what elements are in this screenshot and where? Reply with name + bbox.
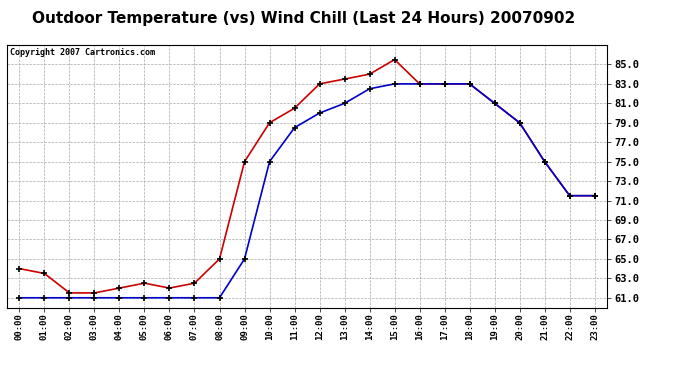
Text: Outdoor Temperature (vs) Wind Chill (Last 24 Hours) 20070902: Outdoor Temperature (vs) Wind Chill (Las…: [32, 11, 575, 26]
Text: Copyright 2007 Cartronics.com: Copyright 2007 Cartronics.com: [10, 48, 155, 57]
